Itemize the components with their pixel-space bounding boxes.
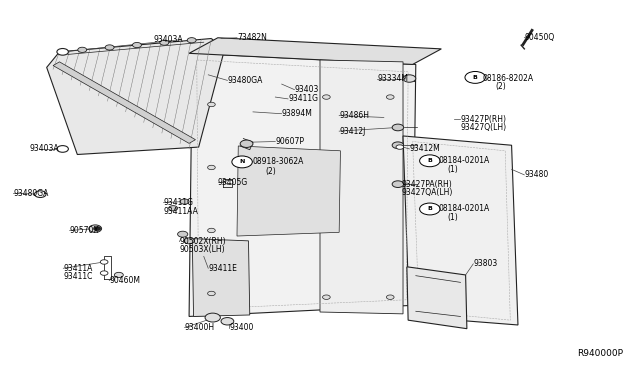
Circle shape (180, 199, 189, 204)
Text: R940000P: R940000P (577, 349, 623, 358)
Text: 93480GA: 93480GA (227, 76, 263, 85)
Polygon shape (192, 238, 250, 317)
Circle shape (207, 102, 215, 107)
Text: 93427Q(LH): 93427Q(LH) (461, 123, 507, 132)
Text: 93400: 93400 (229, 323, 253, 332)
Text: 93405G: 93405G (218, 178, 248, 187)
Text: 93411G: 93411G (288, 94, 318, 103)
Polygon shape (320, 60, 403, 314)
Text: 93411E: 93411E (208, 264, 237, 273)
Text: (1): (1) (448, 165, 458, 174)
Text: 93803: 93803 (473, 259, 497, 268)
Text: 93480: 93480 (524, 170, 548, 179)
Circle shape (78, 47, 86, 52)
Circle shape (188, 38, 196, 43)
Circle shape (207, 228, 215, 233)
Circle shape (396, 145, 404, 149)
Text: 93427PA(RH): 93427PA(RH) (402, 180, 452, 189)
Text: (1): (1) (448, 213, 458, 222)
Text: 90502X(RH): 90502X(RH) (179, 237, 226, 246)
Polygon shape (237, 146, 340, 236)
Text: 93411AA: 93411AA (164, 208, 198, 217)
Circle shape (420, 155, 440, 167)
Circle shape (323, 295, 330, 299)
Polygon shape (407, 267, 467, 329)
Circle shape (323, 95, 330, 99)
Circle shape (93, 227, 101, 231)
Text: 90503X(LH): 90503X(LH) (179, 245, 225, 254)
Text: B: B (473, 75, 477, 80)
Text: 93403A: 93403A (153, 35, 182, 44)
Text: 93480GA: 93480GA (13, 189, 49, 198)
Text: 93411G: 93411G (164, 198, 193, 207)
Polygon shape (189, 53, 416, 317)
Text: 08184-0201A: 08184-0201A (438, 156, 490, 165)
Circle shape (89, 225, 102, 232)
Text: 73482N: 73482N (237, 33, 267, 42)
Text: 93403A: 93403A (29, 144, 59, 153)
Text: 93403: 93403 (294, 85, 319, 94)
Text: 93412J: 93412J (339, 126, 365, 136)
Polygon shape (189, 38, 442, 64)
Circle shape (115, 272, 124, 278)
Text: 93411A: 93411A (63, 264, 93, 273)
Text: 93400H: 93400H (184, 323, 215, 332)
Circle shape (169, 206, 177, 211)
Polygon shape (47, 38, 224, 154)
Circle shape (392, 124, 404, 131)
Text: (2): (2) (266, 167, 276, 176)
Circle shape (100, 271, 108, 275)
Text: 93427QA(LH): 93427QA(LH) (402, 188, 453, 197)
Circle shape (177, 231, 188, 237)
Circle shape (240, 140, 253, 147)
Circle shape (420, 203, 440, 215)
Text: 93486H: 93486H (339, 111, 369, 120)
Circle shape (57, 145, 68, 152)
Circle shape (35, 191, 46, 198)
Text: 93334M: 93334M (378, 74, 408, 83)
Circle shape (57, 48, 68, 55)
Circle shape (392, 181, 404, 187)
Polygon shape (53, 62, 195, 143)
Circle shape (232, 156, 252, 168)
Text: 90450Q: 90450Q (524, 33, 555, 42)
Circle shape (387, 95, 394, 99)
Text: 08184-0201A: 08184-0201A (438, 205, 490, 214)
Text: 93427P(RH): 93427P(RH) (461, 115, 506, 124)
Circle shape (207, 291, 215, 296)
Circle shape (465, 71, 485, 83)
Circle shape (132, 42, 141, 48)
Text: (2): (2) (495, 82, 506, 91)
Circle shape (403, 75, 416, 82)
Text: 93894M: 93894M (282, 109, 312, 118)
Text: 90570X: 90570X (70, 226, 99, 235)
Circle shape (387, 295, 394, 299)
Circle shape (221, 318, 234, 325)
Text: 90460M: 90460M (109, 276, 140, 285)
Circle shape (207, 165, 215, 170)
Circle shape (160, 40, 169, 45)
Circle shape (225, 180, 233, 185)
Text: 93411C: 93411C (63, 272, 93, 281)
Text: B: B (428, 158, 432, 163)
Polygon shape (403, 136, 518, 325)
Text: N: N (239, 160, 244, 164)
Circle shape (205, 313, 220, 322)
Circle shape (184, 238, 194, 244)
Text: 93412M: 93412M (410, 144, 440, 153)
Circle shape (105, 45, 114, 50)
Circle shape (100, 260, 108, 264)
Text: 08918-3062A: 08918-3062A (253, 157, 305, 166)
Text: B: B (428, 206, 432, 211)
Text: 90607P: 90607P (275, 137, 304, 146)
Text: 08186-8202A: 08186-8202A (483, 74, 534, 83)
Circle shape (392, 142, 404, 148)
